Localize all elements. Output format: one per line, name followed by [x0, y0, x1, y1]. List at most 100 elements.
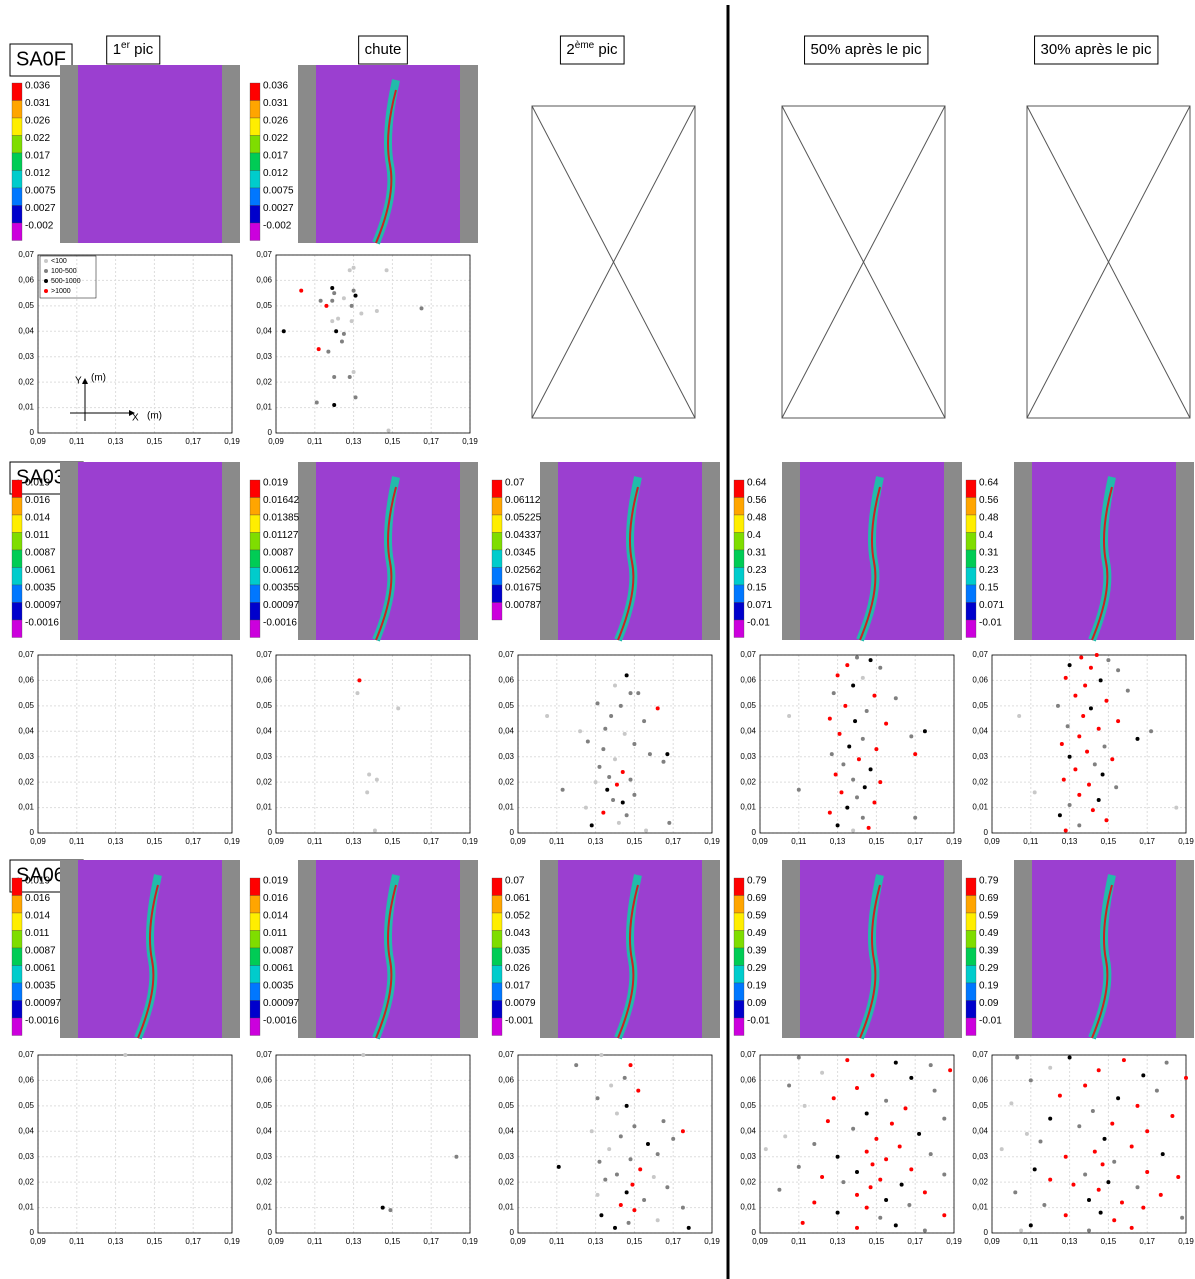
x-tick-label: 0,13 [346, 1237, 362, 1246]
colorbar-swatch [249, 930, 261, 949]
point [1032, 1167, 1037, 1172]
point [827, 716, 832, 721]
point [609, 714, 614, 719]
colorbar-label: 0.0027 [25, 203, 56, 214]
point [318, 298, 323, 303]
header-box [804, 35, 929, 65]
y-tick-label: 0,03 [18, 752, 34, 761]
point [388, 1208, 393, 1213]
point [330, 286, 335, 291]
point [357, 678, 362, 683]
point [603, 726, 608, 731]
y-tick-label: 0,04 [256, 1126, 272, 1135]
point [351, 369, 356, 374]
colorbar-swatch [491, 895, 503, 914]
colorbar-label: 0.29 [979, 963, 999, 974]
colorbar-swatch [965, 895, 977, 914]
colorbar-label: -0.01 [979, 618, 1002, 629]
colorbar-swatch [733, 619, 745, 638]
colorbar-swatch [491, 1017, 503, 1036]
point [1149, 729, 1154, 734]
colorbar-label: 0.017 [25, 151, 50, 162]
point [1096, 1187, 1101, 1192]
point [820, 1175, 825, 1180]
y-tick-label: 0,05 [498, 1101, 514, 1110]
point [1104, 818, 1109, 823]
colorbar-label: 0.06112 [505, 495, 541, 506]
point [341, 331, 346, 336]
y-tick-label: 0,05 [18, 301, 34, 310]
point [1087, 1228, 1091, 1233]
colorbar-swatch [965, 549, 977, 568]
x-tick-label: 0,13 [830, 1237, 846, 1246]
point [595, 1192, 600, 1197]
point [593, 780, 598, 785]
y-tick-label: 0,01 [740, 803, 756, 812]
colorbar-swatch [965, 930, 977, 949]
point [796, 787, 801, 792]
legend-marker [44, 289, 48, 293]
y-tick-label: 0,02 [18, 377, 34, 386]
point [1106, 658, 1111, 663]
point [595, 701, 600, 706]
x-tick-label: 0,19 [704, 837, 720, 846]
point [922, 1190, 927, 1195]
point [330, 298, 335, 303]
point [831, 1096, 836, 1101]
point [611, 797, 616, 802]
x-tick-label: 0,15 [1101, 1237, 1117, 1246]
colorbar-swatch [11, 947, 23, 966]
point [851, 777, 856, 782]
plot-frame [37, 1054, 233, 1234]
point [860, 675, 865, 680]
point [1087, 782, 1091, 787]
y-tick-label: 0,01 [740, 1203, 756, 1212]
y-tick-label: 0,04 [498, 1126, 514, 1135]
point [336, 316, 341, 321]
column-header: 30% après le pic [1041, 41, 1152, 58]
colorbar-swatch [491, 930, 503, 949]
x-tick-label: 0,11 [1023, 1237, 1039, 1246]
y-tick-label: 0,06 [972, 1076, 988, 1085]
x-tick-label: 0,19 [224, 437, 240, 446]
axis-note: X [132, 413, 139, 424]
point [624, 813, 629, 818]
colorbar-swatch [249, 479, 261, 498]
colorbar-swatch [965, 947, 977, 966]
y-tick-label: 0,06 [256, 276, 272, 285]
y-tick-label: 0,01 [498, 1203, 514, 1212]
x-tick-label: 0,17 [907, 837, 923, 846]
colorbar-swatch [249, 497, 261, 516]
y-tick-label: 0,06 [18, 1076, 34, 1085]
point [812, 1142, 817, 1146]
x-tick-label: 0,15 [627, 1237, 643, 1246]
colorbar-label: 0.49 [979, 928, 999, 939]
colorbar-label: 0.00612 [263, 565, 300, 576]
colorbar-label: 0.59 [979, 911, 999, 922]
point [1024, 1131, 1029, 1136]
point [316, 347, 321, 352]
point [868, 767, 873, 772]
point [332, 375, 337, 380]
colorbar-label: 0.4 [747, 530, 761, 541]
colorbar-swatch [965, 982, 977, 1001]
point [372, 828, 377, 833]
point [642, 1197, 647, 1202]
colorbar-label: 0.026 [25, 116, 50, 127]
colorbar-swatch [491, 479, 503, 498]
point [374, 777, 379, 782]
colorbar-swatch [491, 965, 503, 984]
point [380, 1205, 385, 1210]
plot-frame [275, 654, 471, 834]
point [367, 772, 372, 777]
y-tick-label: 0,07 [256, 1050, 272, 1059]
y-tick-label: 0,03 [972, 1152, 988, 1161]
y-tick-label: 0,04 [18, 1126, 34, 1135]
point [339, 339, 344, 344]
colorbar-label: 0.48 [979, 513, 999, 524]
point [1110, 1121, 1115, 1126]
x-tick-label: 0,11 [307, 837, 323, 846]
colorbar-label: 0.031 [25, 98, 50, 109]
y-tick-label: 0,05 [256, 1101, 272, 1110]
colorbar-label: 0.79 [747, 876, 767, 887]
